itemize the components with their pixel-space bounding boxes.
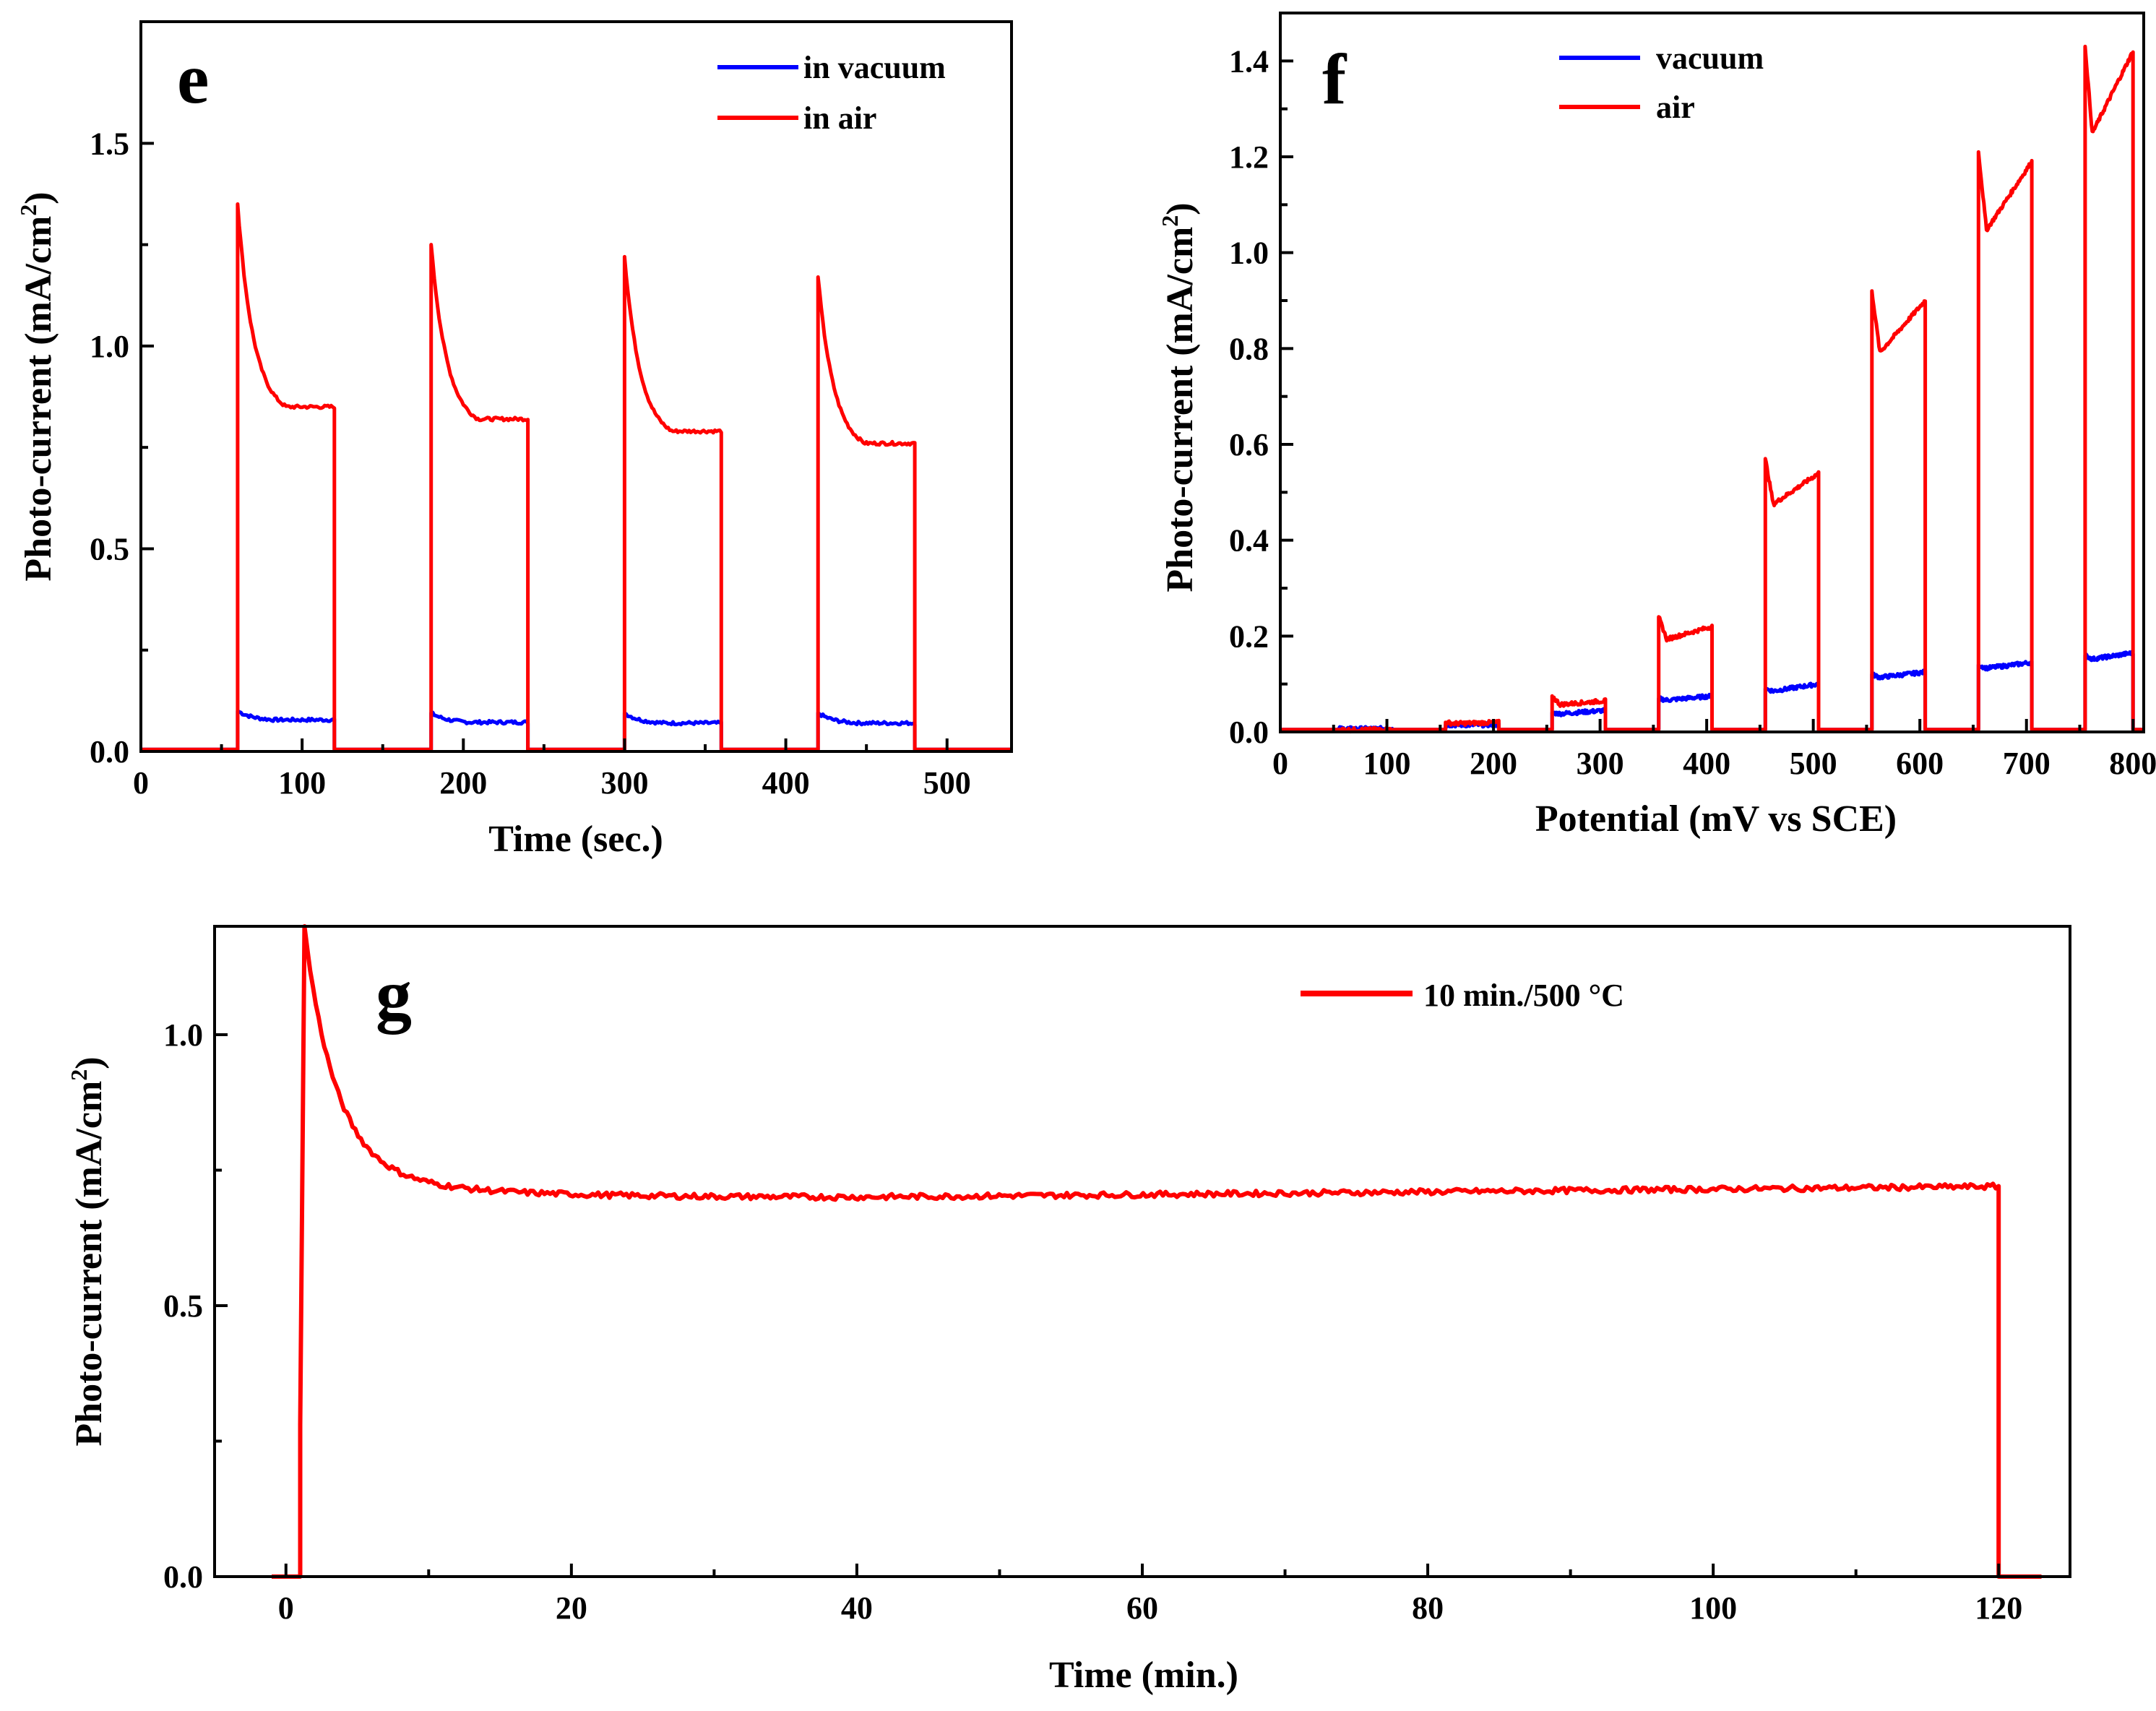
- panel-f-ytick-label: 0.8: [1229, 331, 1269, 366]
- panel-e-ticks: 0 100 200 300 400 500 0.0 0.5 1.0 1.5: [90, 126, 971, 801]
- panel-g-marks: [272, 924, 2042, 1579]
- panel-f-ytick-label: 0.2: [1229, 619, 1269, 654]
- panel-e-ytick-label: 0.0: [90, 734, 129, 770]
- panel-e-xtick-label: 0: [133, 765, 149, 801]
- panel-g-xtick-label: 120: [1975, 1590, 2022, 1626]
- panel-e-ytick-label: 1.0: [90, 329, 129, 364]
- panel-f-ytick-label: 1.2: [1229, 139, 1269, 175]
- panel-e-legend: in vacuum in air: [717, 50, 946, 136]
- panel-g-xtick-label: 60: [1126, 1590, 1158, 1626]
- panel-e-legend-label-vacuum: in vacuum: [803, 50, 946, 85]
- panel-g-xtick-label: 100: [1689, 1590, 1737, 1626]
- panel-f-ytick-label: 0.6: [1229, 427, 1269, 462]
- panel-g-legend-label: 10 min./500 °C: [1423, 978, 1624, 1013]
- panel-f-legend-label-vacuum: vacuum: [1656, 40, 1764, 76]
- panel-f-series-air: [1280, 44, 2144, 734]
- panel-f-xlabel: Potential (mV vs SCE): [1535, 798, 1897, 840]
- panel-f-xtick-label: 500: [1790, 746, 1837, 781]
- panel-g-frame: [213, 925, 2071, 1578]
- panel-e-xtick-label: 100: [278, 765, 326, 801]
- panel-e-series-in-air: [141, 202, 1012, 751]
- panel-f-ylabel-sup: 2: [1157, 215, 1183, 227]
- panel-g-letter: g: [376, 954, 412, 1035]
- panel-f-ylabel: Photo-current (mA/cm2): [1157, 202, 1201, 592]
- panel-f-xtick-label: 300: [1577, 746, 1624, 781]
- panel-g-legend: 10 min./500 °C: [1301, 978, 1624, 1013]
- panel-e-frame: [139, 20, 1013, 753]
- panel-f: 0 100 200 300 400 500 600 700 800 0.0 0.2 0.4 0.6 0.8…: [1157, 12, 2156, 840]
- panel-f-xtick-label: 700: [2003, 746, 2051, 781]
- panel-e-xlabel: Time (sec.): [488, 819, 663, 860]
- panel-f-xtick-label: 200: [1470, 746, 1517, 781]
- panel-g-ylabel-sup: 2: [66, 1069, 92, 1081]
- panel-f-letter: f: [1322, 39, 1348, 119]
- panel-g: 0 20 40 60 80 100 120 0.0 0.5 1.0 g Time (min.) P…: [66, 924, 2071, 1696]
- panel-g-ylabel-main: Photo-current (mA/cm: [69, 1081, 110, 1447]
- panel-e-xtick-label: 300: [600, 765, 648, 801]
- panel-f-xtick-label: 400: [1683, 746, 1730, 781]
- panel-e-marks: [141, 202, 1012, 751]
- panel-g-ytick-label: 0.5: [163, 1288, 203, 1324]
- panel-g-xlabel: Time (min.): [1049, 1655, 1238, 1696]
- panel-e-letter: e: [177, 38, 209, 118]
- panel-f-marks: [1280, 44, 2144, 734]
- panel-f-xtick-label: 0: [1272, 746, 1288, 781]
- panel-e-ylabel-main: Photo-current (mA/cm: [18, 216, 59, 582]
- panel-g-xtick-label: 40: [841, 1590, 873, 1626]
- panel-e-ytick-label: 1.5: [90, 126, 129, 161]
- panel-e-ylabel-tail: ): [18, 191, 59, 204]
- panel-f-xtick-label: 600: [1896, 746, 1944, 781]
- panel-e-ylabel-sup: 2: [15, 204, 41, 216]
- panel-f-xtick-label: 800: [2109, 746, 2156, 781]
- panel-g-ytick-label: 1.0: [163, 1017, 203, 1053]
- panel-f-ytick-label: 0.0: [1229, 715, 1269, 750]
- panel-f-ytick-label: 1.4: [1229, 43, 1269, 79]
- panel-e-ytick-label: 0.5: [90, 531, 129, 566]
- panel-f-ylabel-main: Photo-current (mA/cm: [1160, 227, 1201, 592]
- panel-e-ylabel: Photo-current (mA/cm2): [15, 191, 59, 581]
- panel-e-xtick-label: 400: [762, 765, 810, 801]
- panel-g-series-10-min-500-c: [272, 924, 2042, 1579]
- panel-e-legend-label-air: in air: [803, 100, 876, 136]
- panel-g-ytick-label: 0.0: [163, 1559, 203, 1595]
- panel-g-ylabel-tail: ): [69, 1056, 110, 1069]
- panel-e-xtick-label: 200: [439, 765, 487, 801]
- panel-g-ylabel: Photo-current (mA/cm2): [66, 1056, 110, 1446]
- panel-g-xtick-label: 80: [1412, 1590, 1444, 1626]
- panel-f-frame: [1279, 12, 2145, 733]
- panel-f-ylabel-tail: ): [1160, 202, 1201, 215]
- panel-f-legend: vacuum air: [1559, 40, 1764, 125]
- panel-f-ytick-label: 0.4: [1229, 523, 1269, 559]
- panel-g-ticks: 0 20 40 60 80 100 120 0.0 0.5 1.0: [163, 1017, 2022, 1626]
- panel-f-xtick-label: 100: [1363, 746, 1411, 781]
- panel-f-ticks: 0 100 200 300 400 500 600 700 800 0.0 0.2 0.4 0.6 0.8…: [1229, 43, 2156, 781]
- panel-e-xtick-label: 500: [923, 765, 971, 801]
- panel-g-xtick-label: 20: [556, 1590, 587, 1626]
- panel-e: 0 100 200 300 400 500 0.0 0.5 1.0 1.5 e Time (sec…: [15, 20, 1013, 860]
- panel-g-xtick-label: 0: [278, 1590, 294, 1626]
- panel-f-ytick-label: 1.0: [1229, 236, 1269, 271]
- panel-f-legend-label-air: air: [1656, 90, 1695, 125]
- panel-e-series-in-vacuum: [141, 709, 1012, 751]
